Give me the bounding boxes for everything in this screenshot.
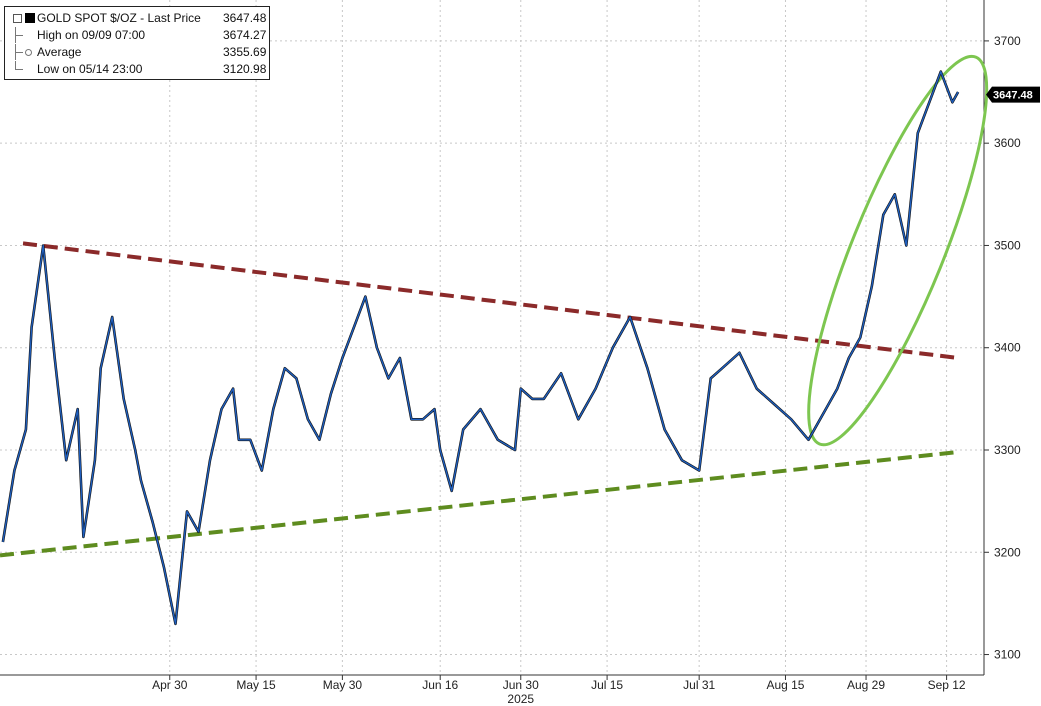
x-tick-label: Sep 12 bbox=[928, 678, 966, 692]
legend-item-value: 3120.98 bbox=[223, 62, 267, 76]
x-tick-label: May 30 bbox=[323, 678, 363, 692]
x-axis: Apr 30 May 15 May 30 Jun 16 Jun 30 Jul 15 Jul … bbox=[152, 675, 966, 706]
x-tick-label: May 15 bbox=[236, 678, 276, 692]
collapse-icon[interactable] bbox=[13, 14, 22, 23]
grid-lines bbox=[0, 0, 984, 675]
tree-branch-icon bbox=[15, 52, 23, 53]
chart-frame bbox=[0, 0, 985, 676]
tree-line-icon bbox=[15, 61, 16, 69]
legend-item-label: High on 09/09 07:00 bbox=[37, 28, 146, 42]
legend-item-average[interactable]: Average 3355.69 bbox=[5, 44, 269, 60]
y-tick-label: 3200 bbox=[994, 545, 1021, 559]
y-tick-label: 3500 bbox=[994, 238, 1021, 252]
trendline-resistance bbox=[22, 241, 959, 360]
legend-item-label: Average bbox=[37, 45, 82, 59]
last-price-tag: 3647.48 bbox=[986, 86, 1040, 103]
x-tick-label: Aug 15 bbox=[766, 678, 804, 692]
x-axis-label: 2025 bbox=[507, 692, 534, 706]
legend-title-row[interactable]: GOLD SPOT $/OZ - Last Price 3647.48 bbox=[5, 10, 269, 26]
trendline-support bbox=[0, 450, 959, 558]
tree-branch-icon bbox=[15, 35, 23, 36]
tree-branch-icon bbox=[15, 69, 23, 70]
legend-item-label: Low on 05/14 23:00 bbox=[37, 62, 143, 76]
legend-title: GOLD SPOT $/OZ - Last Price bbox=[37, 11, 201, 25]
price-series bbox=[1, 70, 960, 626]
highlight-ellipse bbox=[807, 54, 989, 447]
last-price-tag-text: 3647.48 bbox=[993, 90, 1033, 102]
x-tick-label: Aug 29 bbox=[847, 678, 885, 692]
x-tick-label: Jul 31 bbox=[683, 678, 715, 692]
y-axis: 3100 3200 3300 3400 3500 3600 3700 bbox=[984, 34, 1021, 662]
legend-item-high[interactable]: High on 09/09 07:00 3674.27 bbox=[5, 27, 269, 43]
x-tick-label: Jul 15 bbox=[591, 678, 623, 692]
x-tick-label: Jun 30 bbox=[503, 678, 539, 692]
chart-legend[interactable]: GOLD SPOT $/OZ - Last Price 3647.48 High… bbox=[4, 6, 270, 80]
y-tick-label: 3600 bbox=[994, 136, 1021, 150]
series-line bbox=[2, 70, 959, 625]
y-tick-label: 3400 bbox=[994, 341, 1021, 355]
legend-item-low[interactable]: Low on 05/14 23:00 3120.98 bbox=[5, 61, 269, 77]
x-tick-label: Jun 16 bbox=[422, 678, 458, 692]
legend-item-value: 3355.69 bbox=[223, 45, 267, 59]
legend-item-value: 3674.27 bbox=[223, 28, 267, 42]
legend-title-value: 3647.48 bbox=[223, 11, 267, 25]
y-tick-label: 3100 bbox=[994, 648, 1021, 662]
x-tick-label: Apr 30 bbox=[152, 678, 188, 692]
highlight-ellipse-shape bbox=[807, 54, 989, 447]
trendlines bbox=[0, 241, 959, 558]
average-marker-icon bbox=[25, 49, 32, 56]
series-swatch-icon bbox=[25, 13, 35, 23]
y-tick-label: 3700 bbox=[994, 34, 1021, 48]
y-tick-label: 3300 bbox=[994, 443, 1021, 457]
